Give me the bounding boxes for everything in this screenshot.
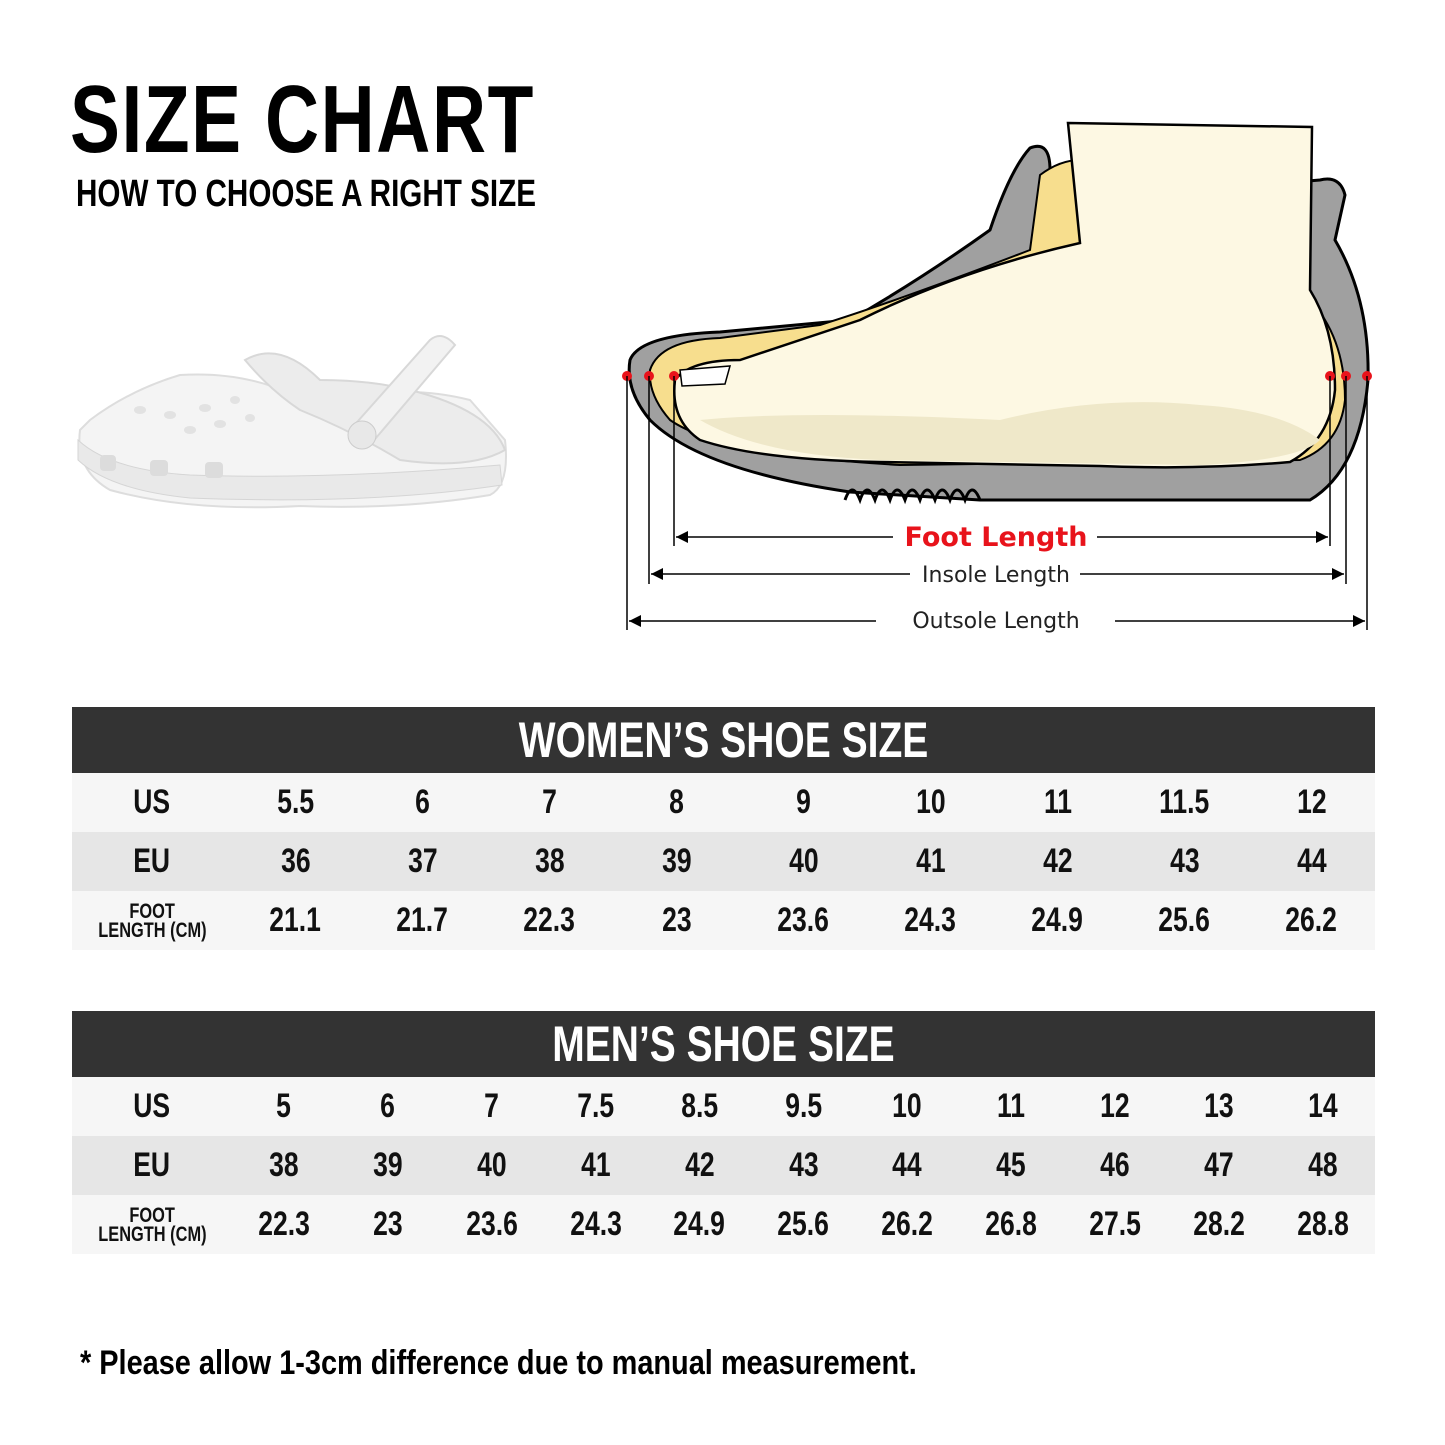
eu-row: EU 38 39 40 41 42 43 44 45 46 47 48	[72, 1136, 1375, 1195]
size-cell: 25.6	[1158, 901, 1211, 939]
row-label: FOOT LENGTH (CM)	[97, 899, 207, 942]
size-cell: 11	[1043, 783, 1072, 821]
clog-image	[77, 335, 507, 509]
size-cell: 7	[542, 783, 557, 821]
size-cell: 23.6	[777, 901, 830, 939]
size-cell: 21.7	[396, 901, 449, 939]
size-cell: 6	[380, 1087, 396, 1125]
size-cell: 10	[892, 1087, 923, 1125]
size-cell: 24.3	[569, 1205, 622, 1243]
insole-length-label: Insole Length	[922, 563, 1070, 588]
size-cell: 8	[669, 783, 684, 821]
size-cell: 39	[373, 1146, 403, 1184]
foot-shape	[673, 121, 1337, 469]
size-cell: 28.2	[1193, 1205, 1245, 1243]
row-label: US	[133, 1087, 171, 1125]
size-cell: 26.8	[985, 1205, 1038, 1243]
size-cell: 7.5	[577, 1087, 615, 1125]
size-cell: 39	[661, 842, 692, 880]
size-cell: 47	[1204, 1146, 1234, 1184]
size-cell: 23.6	[465, 1205, 518, 1243]
size-cell: 41	[580, 1146, 611, 1184]
size-cell: 24.9	[673, 1205, 726, 1243]
row-label: EU	[133, 1146, 171, 1184]
size-cell: 9.5	[785, 1087, 822, 1125]
us-row: US 5.5 6 7 8 9 10 11 11.5 12	[72, 773, 1375, 832]
size-cell: 12	[1296, 783, 1327, 821]
row-label: EU	[133, 842, 171, 880]
size-cell: 5.5	[277, 783, 314, 821]
size-cell: 24.3	[904, 901, 957, 939]
size-cell: 23	[661, 901, 692, 939]
womens-size-table: WOMEN’S SHOE SIZE US 5.5 6 7 8 9 10 11 11.5 12 E…	[72, 707, 1375, 950]
size-cell: 5	[276, 1087, 292, 1125]
size-cell: 14	[1308, 1087, 1338, 1125]
row-label: US	[133, 783, 171, 821]
size-cell: 22.3	[523, 901, 576, 939]
size-cell: 13	[1204, 1087, 1234, 1125]
table-title: MEN’S SHOE SIZE	[72, 1011, 1375, 1077]
size-cell: 7	[484, 1087, 500, 1125]
foot-length-row: FOOT LENGTH (CM) 21.1 21.7 22.3 23 23.6 24.3 24…	[72, 891, 1375, 950]
size-cell: 42	[684, 1146, 715, 1184]
size-cell: 26.2	[881, 1205, 934, 1243]
size-cell: 44	[892, 1146, 923, 1184]
mens-size-table: MEN’S SHOE SIZE US 5 6 7 7.5 8.5 9.5 10 11 12 13 1…	[72, 1011, 1375, 1254]
size-cell: 45	[996, 1146, 1027, 1184]
size-cell: 9	[796, 783, 811, 821]
outsole-length-label: Outsole Length	[912, 609, 1079, 634]
measurement-note: * Please allow 1-3cm difference due to m…	[80, 1344, 917, 1382]
size-cell: 11.5	[1159, 783, 1210, 821]
size-cell: 24.9	[1031, 901, 1084, 939]
size-cell: 43	[1169, 842, 1200, 880]
size-cell: 38	[269, 1146, 299, 1184]
size-cell: 11	[997, 1087, 1026, 1125]
size-cell: 22.3	[258, 1205, 310, 1243]
eu-row: EU 36 37 38 39 40 41 42 43 44	[72, 832, 1375, 891]
row-label: FOOT LENGTH (CM)	[97, 1203, 207, 1246]
size-cell: 8.5	[681, 1087, 719, 1125]
us-row: US 5 6 7 7.5 8.5 9.5 10 11 12 13 14	[72, 1077, 1375, 1136]
size-cell: 46	[1100, 1146, 1130, 1184]
size-cell: 26.2	[1285, 901, 1338, 939]
size-cell: 6	[415, 783, 430, 821]
foot-measurement-diagram: Foot Length Insole Length Outsole Length	[622, 121, 1372, 634]
size-cell: 10	[915, 783, 946, 821]
size-cell: 44	[1296, 842, 1327, 880]
size-cell: 42	[1042, 842, 1073, 880]
size-cell: 27.5	[1089, 1205, 1142, 1243]
size-cell: 38	[534, 842, 565, 880]
size-cell: 23	[373, 1205, 403, 1243]
page-subtitle: HOW TO CHOOSE A RIGHT SIZE	[76, 173, 536, 215]
size-cell: 37	[407, 842, 438, 880]
foot-length-label: Foot Length	[905, 522, 1088, 553]
foot-length-row: FOOT LENGTH (CM) 22.3 23 23.6 24.3 24.9 25.6 26…	[72, 1195, 1375, 1254]
size-cell: 28.8	[1297, 1205, 1349, 1243]
size-cell: 48	[1308, 1146, 1338, 1184]
table-title: WOMEN’S SHOE SIZE	[72, 707, 1375, 773]
size-cell: 40	[477, 1146, 507, 1184]
size-cell: 12	[1100, 1087, 1130, 1125]
size-cell: 21.1	[269, 901, 322, 939]
size-cell: 36	[280, 842, 311, 880]
size-cell: 41	[915, 842, 946, 880]
size-cell: 43	[788, 1146, 819, 1184]
size-cell: 40	[788, 842, 819, 880]
page-title: SIZE CHART	[70, 66, 535, 173]
size-cell: 25.6	[777, 1205, 830, 1243]
